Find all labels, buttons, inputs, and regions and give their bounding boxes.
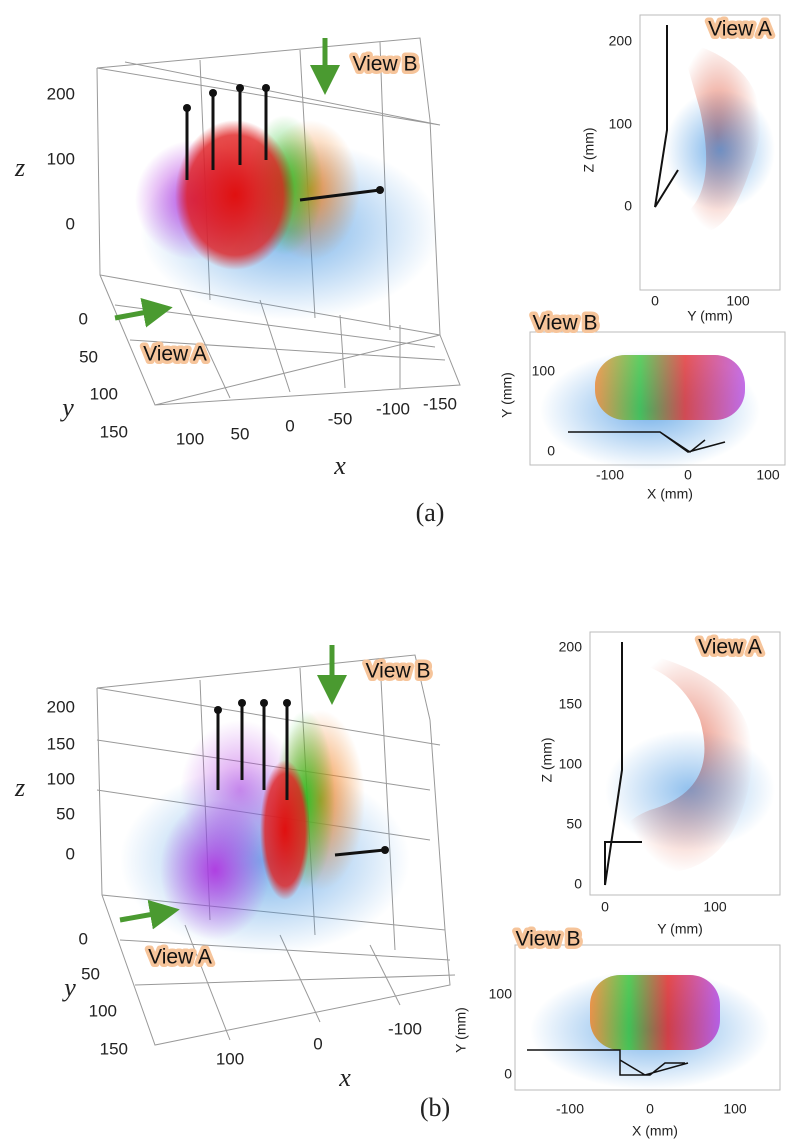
y-tick-label: 100	[489, 986, 513, 1002]
z-tick-label: 0	[66, 214, 75, 233]
panel-label: (a)	[416, 498, 445, 527]
axis-label: x	[333, 451, 346, 480]
z-tick-label: 0	[66, 844, 75, 863]
x-tick-label: 0	[313, 1034, 322, 1053]
z-tick-label: 150	[47, 734, 75, 753]
annotation: View B	[366, 660, 431, 683]
axis-label: z	[14, 153, 25, 182]
x-tick-label: 100	[216, 1049, 244, 1068]
y-axis-label: Y (mm)	[453, 1007, 469, 1053]
inset-title: View B	[533, 312, 598, 335]
x-tick-label: -100	[556, 1101, 584, 1117]
panel-b-view-b	[514, 944, 781, 1091]
x-tick-label: -50	[328, 409, 353, 428]
y-tick-label: 100	[532, 363, 556, 379]
x-tick-label: 0	[684, 467, 692, 483]
z-tick-label: 200	[47, 84, 75, 103]
y-tick-label: 50	[81, 964, 100, 983]
axis-label: y	[61, 973, 76, 1002]
x-axis-label: Y (mm)	[687, 308, 733, 324]
y-tick-label: 100	[609, 116, 633, 132]
y-axis-label: Z (mm)	[539, 737, 555, 782]
y-tick-label: 200	[559, 639, 583, 655]
x-tick-label: -100	[388, 1019, 422, 1038]
axis-label: z	[14, 773, 25, 802]
z-tick-label: 50	[56, 804, 75, 823]
x-tick-label: 100	[176, 429, 204, 448]
axis-label: y	[59, 393, 74, 422]
y-tick-label: 0	[624, 198, 632, 214]
panel-b-view-a	[589, 631, 781, 896]
x-tick-label: 0	[601, 899, 609, 915]
y-tick-label: 0	[574, 876, 582, 892]
y-tick-label: 150	[100, 422, 128, 441]
x-axis-label: Y (mm)	[657, 921, 703, 937]
y-tick-label: 150	[559, 696, 583, 712]
y-tick-label: 100	[559, 756, 583, 772]
y-tick-label: 0	[504, 1066, 512, 1082]
z-tick-label: 100	[47, 769, 75, 788]
y-axis-label: Y (mm)	[499, 372, 515, 418]
panel-label: (b)	[420, 1093, 450, 1122]
x-axis-label: X (mm)	[647, 486, 693, 502]
y-tick-label: 50	[566, 816, 582, 832]
annotation: View A	[143, 343, 207, 366]
panel-b-3d	[96, 645, 456, 1046]
y-tick-label: 0	[79, 309, 88, 328]
y-tick-label: 200	[609, 33, 633, 49]
y-tick-label: 100	[89, 1001, 117, 1020]
panel-a-view-b	[529, 331, 786, 470]
panel-a-3d	[96, 37, 461, 406]
annotation: View A	[148, 946, 212, 969]
y-tick-label: 0	[79, 929, 88, 948]
x-tick-label: 100	[726, 293, 750, 309]
x-tick-label: -100	[596, 467, 624, 483]
x-tick-label: 0	[651, 293, 659, 309]
z-tick-label: 200	[47, 697, 75, 716]
x-tick-label: -150	[423, 394, 457, 413]
axis-label: x	[338, 1063, 351, 1092]
x-tick-label: 100	[723, 1101, 747, 1117]
x-tick-label: 50	[231, 424, 250, 443]
x-axis-label: X (mm)	[632, 1123, 678, 1139]
inset-title: View B	[516, 928, 581, 951]
y-tick-label: 100	[90, 384, 118, 403]
x-tick-label: -100	[376, 399, 410, 418]
annotation: View B	[353, 53, 418, 76]
inset-title: View A	[708, 18, 772, 41]
x-tick-label: 100	[756, 467, 780, 483]
y-tick-label: 0	[547, 443, 555, 459]
z-tick-label: 100	[47, 149, 75, 168]
x-tick-label: 100	[703, 899, 727, 915]
x-tick-label: 0	[285, 416, 294, 435]
panel-a-view-a	[639, 14, 781, 291]
y-tick-label: 150	[100, 1039, 128, 1058]
y-axis-label: Z (mm)	[581, 127, 597, 172]
x-tick-label: 0	[646, 1101, 654, 1117]
y-tick-label: 50	[79, 347, 98, 366]
inset-title: View A	[698, 636, 762, 659]
